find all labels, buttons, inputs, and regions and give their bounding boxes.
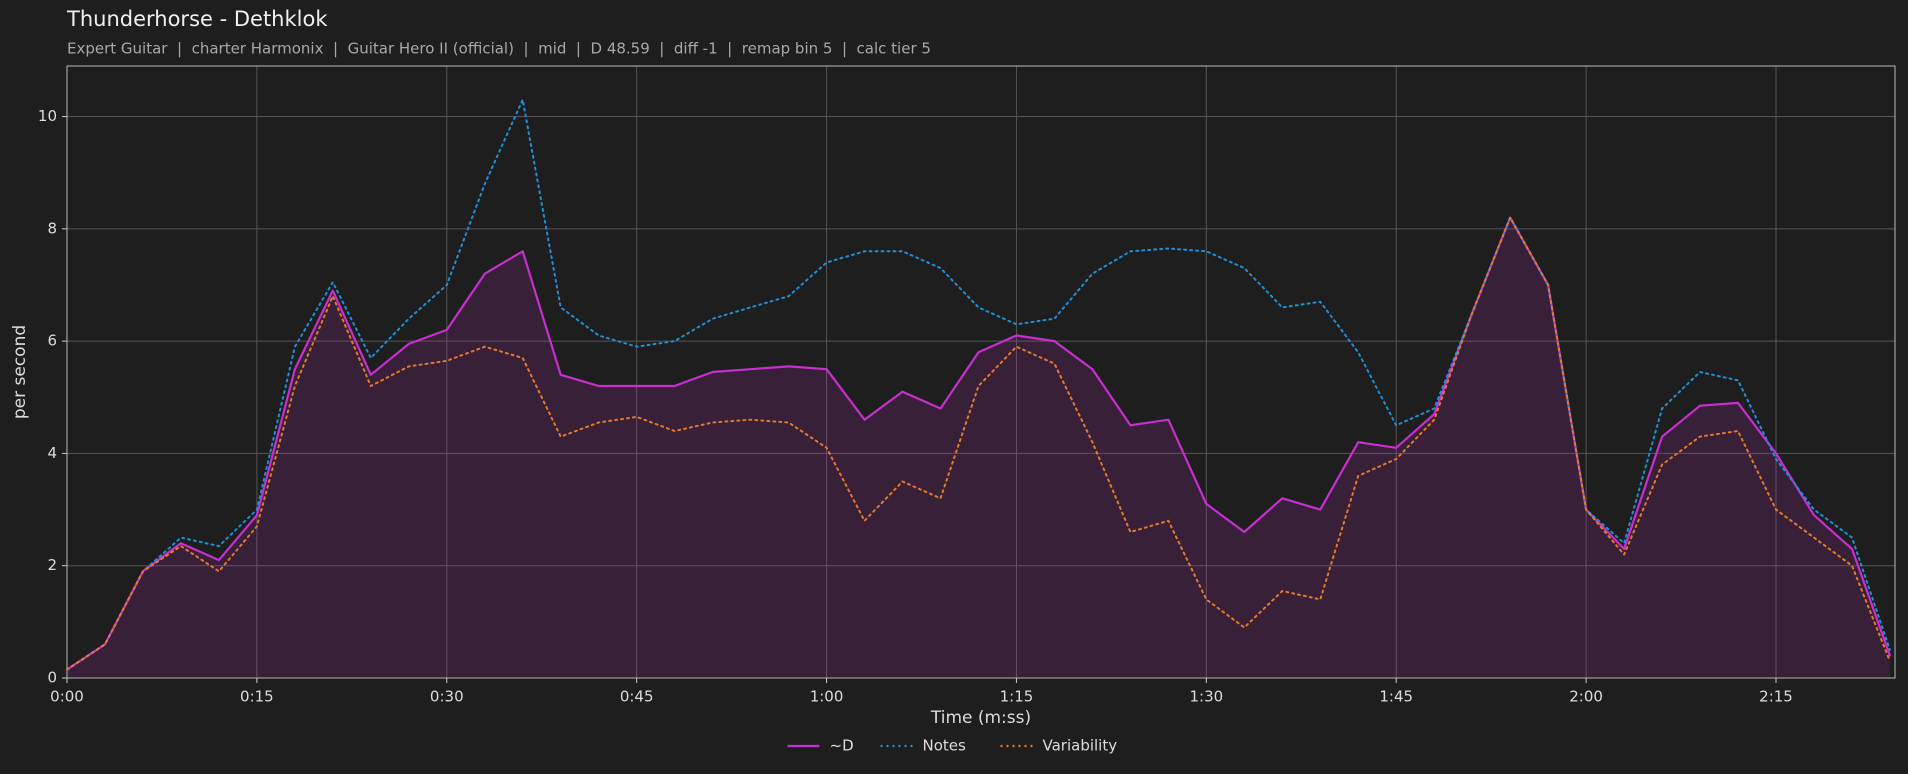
x-tick-label: 2:15 bbox=[1759, 688, 1793, 706]
y-axis-label: per second bbox=[10, 325, 30, 419]
x-tick-label: 2:00 bbox=[1569, 688, 1603, 706]
y-tick-label: 6 bbox=[47, 332, 57, 350]
x-tick-label: 1:00 bbox=[810, 688, 844, 706]
legend-label: Notes bbox=[923, 737, 967, 755]
chart-subtitle: Expert Guitar | charter Harmonix | Guita… bbox=[67, 40, 931, 58]
x-tick-label: 1:45 bbox=[1379, 688, 1413, 706]
x-tick-label: 1:15 bbox=[1000, 688, 1034, 706]
line bbox=[66, 216, 1891, 671]
chart-title: Thunderhorse - Dethklok bbox=[66, 7, 328, 31]
y-tick-label: 8 bbox=[47, 219, 57, 237]
x-tick-label: 1:30 bbox=[1189, 688, 1223, 706]
y-tick-label: 2 bbox=[47, 556, 57, 574]
x-tick-label: 0:15 bbox=[240, 688, 274, 706]
x-axis-label: Time (m:ss) bbox=[930, 708, 1031, 728]
area bbox=[67, 217, 1890, 678]
x-tick-label: 0:45 bbox=[620, 688, 654, 706]
legend-label: Variability bbox=[1043, 737, 1118, 755]
x-tick-label: 0:00 bbox=[50, 688, 84, 706]
y-tick-label: 0 bbox=[47, 669, 57, 687]
plot-frame bbox=[66, 65, 1896, 679]
x-tick-label: 0:30 bbox=[430, 688, 464, 706]
legend-label: ~D bbox=[830, 737, 854, 755]
y-tick-label: 10 bbox=[38, 107, 57, 125]
y-tick-label: 4 bbox=[47, 444, 57, 462]
